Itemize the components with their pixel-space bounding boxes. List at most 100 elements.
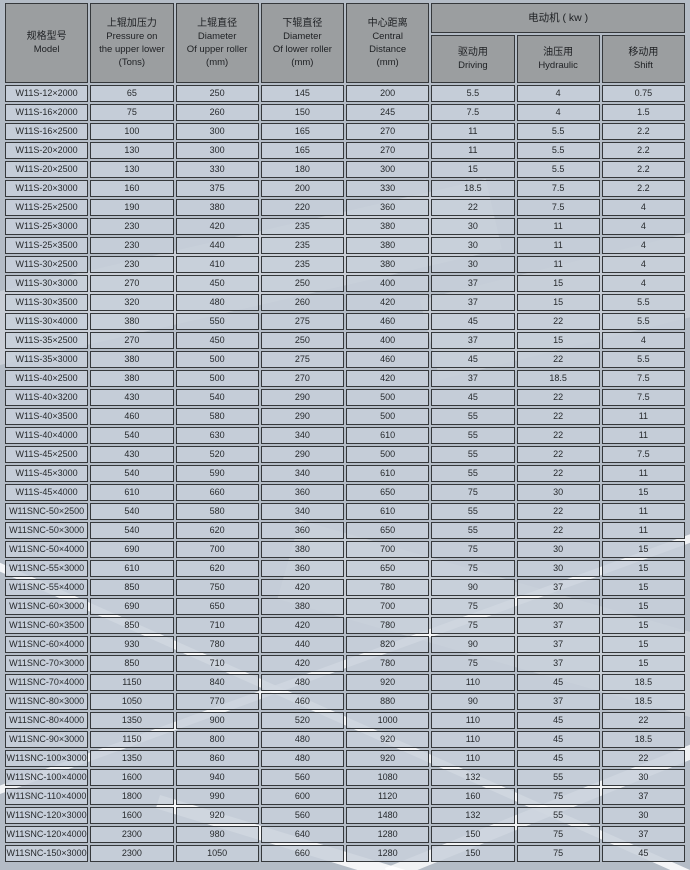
table-row: W11SNC-50×2500 540 580 340 610 55 22 11 [5, 503, 685, 520]
value-cell: 930 [90, 636, 174, 653]
model-cell: W11S-40×2500 [5, 370, 89, 387]
value-cell: 37 [431, 275, 515, 292]
model-cell: W11SNC-90×3000 [5, 731, 89, 748]
value-cell: 11 [516, 256, 600, 273]
value-cell: 15 [601, 636, 685, 653]
table-row: W11SNC-150×3000 2300 1050 660 1280 150 75 45 [5, 845, 685, 862]
value-cell: 1000 [346, 712, 430, 729]
value-cell: 2300 [90, 845, 174, 862]
value-cell: 5.5 [516, 142, 600, 159]
table-row: W11SNC-70×3000 850 710 420 780 75 37 15 [5, 655, 685, 672]
model-cell: W11S-40×3200 [5, 389, 89, 406]
value-cell: 380 [175, 199, 259, 216]
value-cell: 660 [260, 845, 344, 862]
value-cell: 37 [431, 294, 515, 311]
header-upper-en2: Of upper roller [186, 44, 248, 55]
value-cell: 235 [260, 218, 344, 235]
value-cell: 900 [175, 712, 259, 729]
table-row: W11S-16×2000 75 260 150 245 7.5 4 1.5 [5, 104, 685, 121]
model-cell: W11S-25×3000 [5, 218, 89, 235]
value-cell: 700 [346, 541, 430, 558]
table-row: W11SNC-110×4000 1800 990 600 1120 160 75 37 [5, 788, 685, 805]
value-cell: 430 [90, 389, 174, 406]
table-row: W11S-40×3500 460 580 290 500 55 22 11 [5, 408, 685, 425]
value-cell: 920 [175, 807, 259, 824]
value-cell: 200 [346, 85, 430, 102]
value-cell: 380 [346, 218, 430, 235]
value-cell: 440 [260, 636, 344, 653]
table-row: W11S-25×2500 190 380 220 360 22 7.5 4 [5, 199, 685, 216]
value-cell: 480 [175, 294, 259, 311]
value-cell: 90 [431, 636, 515, 653]
value-cell: 7.5 [431, 104, 515, 121]
header-lower-en1: Diameter [283, 31, 322, 42]
model-cell: W11S-40×4000 [5, 427, 89, 444]
value-cell: 22 [516, 522, 600, 539]
value-cell: 275 [260, 313, 344, 330]
value-cell: 75 [431, 598, 515, 615]
value-cell: 640 [260, 826, 344, 843]
table-row: W11S-30×3000 270 450 250 400 37 15 4 [5, 275, 685, 292]
table-row: W11SNC-120×4000 2300 980 640 1280 150 75 37 [5, 826, 685, 843]
value-cell: 110 [431, 750, 515, 767]
header-lower-en2: Of lower roller [272, 44, 332, 55]
value-cell: 15 [601, 598, 685, 615]
value-cell: 37 [516, 636, 600, 653]
table-row: W11S-45×3000 540 590 340 610 55 22 11 [5, 465, 685, 482]
value-cell: 11 [516, 237, 600, 254]
value-cell: 520 [260, 712, 344, 729]
value-cell: 360 [346, 199, 430, 216]
value-cell: 45 [431, 313, 515, 330]
model-cell: W11S-30×4000 [5, 313, 89, 330]
header-model: 规格型号 Model [5, 3, 89, 83]
value-cell: 18.5 [516, 370, 600, 387]
model-cell: W11SNC-120×3000 [5, 807, 89, 824]
value-cell: 45 [516, 674, 600, 691]
value-cell: 630 [175, 427, 259, 444]
table-row: W11S-20×3000 160 375 200 330 18.5 7.5 2.2 [5, 180, 685, 197]
value-cell: 860 [175, 750, 259, 767]
table-header: 规格型号 Model 上辊加压力 Pressure on the upper l… [5, 3, 685, 83]
value-cell: 165 [260, 142, 344, 159]
value-cell: 150 [260, 104, 344, 121]
value-cell: 18.5 [601, 731, 685, 748]
value-cell: 5.5 [516, 161, 600, 178]
model-cell: W11SNC-50×2500 [5, 503, 89, 520]
value-cell: 5.5 [601, 351, 685, 368]
model-cell: W11S-16×2000 [5, 104, 89, 121]
value-cell: 7.5 [601, 370, 685, 387]
value-cell: 11 [601, 465, 685, 482]
header-lower-diameter: 下辊直径 Diameter Of lower roller (mm) [260, 3, 344, 83]
value-cell: 55 [516, 807, 600, 824]
table-row: W11S-45×2500 430 520 290 500 55 22 7.5 [5, 446, 685, 463]
value-cell: 340 [260, 503, 344, 520]
value-cell: 400 [346, 332, 430, 349]
value-cell: 22 [516, 446, 600, 463]
value-cell: 380 [90, 370, 174, 387]
value-cell: 15 [601, 541, 685, 558]
value-cell: 30 [431, 237, 515, 254]
value-cell: 30 [601, 807, 685, 824]
value-cell: 15 [516, 294, 600, 311]
value-cell: 11 [601, 427, 685, 444]
value-cell: 380 [260, 598, 344, 615]
table-row: W11S-20×2000 130 300 165 270 11 5.5 2.2 [5, 142, 685, 159]
value-cell: 300 [175, 142, 259, 159]
header-upper-zh: 上辊直径 [197, 18, 238, 29]
table-row: W11SNC-60×4000 930 780 440 820 90 37 15 [5, 636, 685, 653]
value-cell: 560 [260, 807, 344, 824]
value-cell: 420 [260, 579, 344, 596]
value-cell: 1.5 [601, 104, 685, 121]
value-cell: 250 [175, 85, 259, 102]
table-row: W11SNC-80×4000 1350 900 520 1000 110 45 22 [5, 712, 685, 729]
value-cell: 37 [601, 788, 685, 805]
value-cell: 480 [260, 674, 344, 691]
value-cell: 55 [431, 427, 515, 444]
value-cell: 610 [346, 503, 430, 520]
value-cell: 920 [346, 750, 430, 767]
table-row: W11S-35×3000 380 500 275 460 45 22 5.5 [5, 351, 685, 368]
table-row: W11SNC-70×4000 1150 840 480 920 110 45 18.5 [5, 674, 685, 691]
model-cell: W11S-45×4000 [5, 484, 89, 501]
value-cell: 360 [260, 522, 344, 539]
table-row: W11S-30×4000 380 550 275 460 45 22 5.5 [5, 313, 685, 330]
